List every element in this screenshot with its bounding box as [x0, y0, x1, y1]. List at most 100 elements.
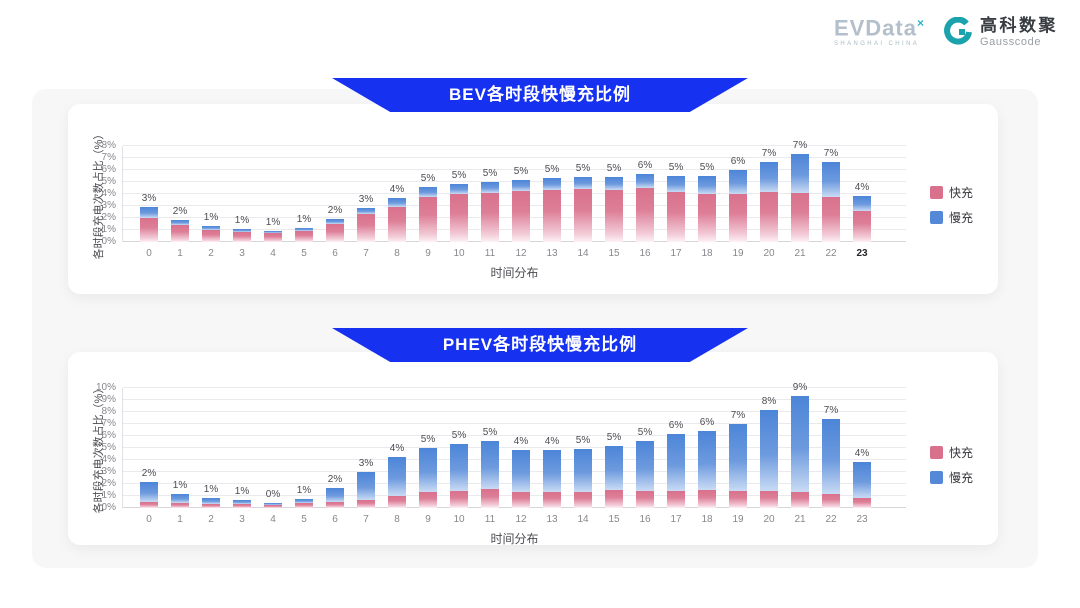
bar-hour-11[interactable]: [481, 182, 499, 242]
x-tick-label: 9: [425, 514, 431, 525]
bar-hour-23[interactable]: [853, 462, 871, 508]
bar-hour-22[interactable]: [822, 418, 840, 508]
evdata-x-mark: ×: [916, 15, 925, 30]
bar-hour-21[interactable]: [791, 154, 809, 242]
x-axis-ticks: 0 1 2 3 4 5 6 7 8 9 10 11 12 13 14 15 16 17 18 19 20 21 22 23: [123, 508, 906, 525]
legend-item-slow[interactable]: 慢充: [930, 209, 973, 226]
bar-hour-0[interactable]: [140, 207, 158, 242]
bar-hour-9[interactable]: [419, 187, 437, 242]
x-tick-label: 20: [763, 514, 775, 525]
bar-segment-fast: [295, 503, 313, 508]
bar-segment-slow: [481, 441, 499, 490]
y-tick-label: 10%: [95, 382, 116, 393]
bar-value-label: 1%: [265, 216, 281, 228]
bar-hour-2[interactable]: [202, 498, 220, 508]
bar-segment-slow: [295, 227, 313, 231]
bar-segment-fast: [729, 490, 747, 508]
x-tick-label: 17: [670, 248, 682, 259]
bar-hour-12[interactable]: [512, 180, 530, 242]
x-tick-label: 16: [639, 248, 651, 259]
bar-segment-slow: [729, 170, 747, 194]
bar-value-label: 4%: [389, 443, 405, 454]
bar-hour-7[interactable]: [357, 208, 375, 242]
y-tick-label: 7%: [101, 418, 116, 429]
gausscode-mark-icon: [943, 16, 973, 47]
gridline: [123, 435, 906, 436]
x-tick-label: 16: [639, 514, 651, 525]
legend-item-fast[interactable]: 快充: [930, 184, 973, 201]
bar-hour-5[interactable]: [295, 227, 313, 242]
y-tick-label: 9%: [101, 394, 116, 405]
bar-hour-15[interactable]: [605, 445, 623, 508]
bar-segment-slow: [264, 230, 282, 233]
x-tick-label: 8: [394, 248, 400, 259]
bar-hour-13[interactable]: [543, 450, 561, 508]
gridline: [123, 387, 906, 388]
bar-hour-8[interactable]: [388, 457, 406, 508]
bar-hour-0[interactable]: [140, 481, 158, 508]
bar-segment-slow: [667, 176, 685, 193]
bar-value-label: 5%: [420, 173, 436, 185]
bar-hour-23[interactable]: [853, 195, 871, 242]
bar-hour-22[interactable]: [822, 161, 840, 242]
bar-hour-5[interactable]: [295, 499, 313, 508]
plot-area-phev: 0 1 2 3 4 5 6 7 8 9 10 11 12 13 14 15 16 17 18 19 20 21 22 23 时…: [96, 382, 906, 546]
bar-hour-3[interactable]: [233, 500, 251, 508]
bar-hour-19[interactable]: [729, 424, 747, 508]
legend-item-fast[interactable]: 快充: [930, 444, 973, 461]
bar-hour-16[interactable]: [636, 440, 654, 508]
bar-hour-10[interactable]: [450, 444, 468, 508]
bar-hour-14[interactable]: [574, 448, 592, 508]
bar-hour-6[interactable]: [326, 487, 344, 508]
bar-segment-fast: [450, 490, 468, 508]
bar-hour-1[interactable]: [171, 493, 189, 508]
bar-segment-slow: [233, 500, 251, 505]
bar-value-label: 6%: [637, 160, 653, 172]
gausscode-logo: 高科数聚 Gausscode: [943, 16, 1058, 48]
bar-hour-17[interactable]: [667, 433, 685, 508]
bar-hour-20[interactable]: [760, 161, 778, 242]
bar-value-label: 1%: [172, 479, 188, 491]
legend-label: 快充: [949, 446, 974, 460]
bar-hour-20[interactable]: [760, 409, 778, 508]
bar-hour-17[interactable]: [667, 176, 685, 242]
gridline: [123, 399, 906, 400]
bar-hour-15[interactable]: [605, 176, 623, 242]
bar-value-label: 4%: [544, 436, 560, 448]
bar-segment-fast: [791, 492, 809, 508]
evdata-wordmark: EVData×: [833, 14, 925, 40]
bar-hour-12[interactable]: [512, 450, 530, 508]
bar-hour-10[interactable]: [450, 183, 468, 242]
bar-hour-6[interactable]: [326, 219, 344, 242]
x-tick-label: 2: [208, 248, 214, 259]
y-tick-label: 8%: [101, 140, 116, 151]
x-tick-label: 6: [332, 514, 338, 525]
bar-hour-8[interactable]: [388, 197, 406, 242]
bar-hour-16[interactable]: [636, 174, 654, 242]
bar-segment-fast: [264, 233, 282, 242]
bar-hour-18[interactable]: [698, 431, 716, 508]
bar-hour-19[interactable]: [729, 170, 747, 242]
bar-segment-slow: [481, 182, 499, 193]
bar-hour-4[interactable]: [264, 230, 282, 242]
bar-hour-1[interactable]: [171, 219, 189, 242]
bar-segment-fast: [636, 188, 654, 242]
bar-hour-3[interactable]: [233, 228, 251, 242]
bar-segment-fast: [760, 191, 778, 242]
bar-hour-2[interactable]: [202, 226, 220, 242]
bar-hour-14[interactable]: [574, 176, 592, 242]
bar-hour-7[interactable]: [357, 472, 375, 508]
bar-hour-13[interactable]: [543, 178, 561, 242]
bar-segment-fast: [233, 504, 251, 508]
x-tick-label: 23: [856, 514, 868, 525]
bar-hour-21[interactable]: [791, 396, 809, 508]
bar-segment-fast: [574, 491, 592, 508]
evdata-text: EVData: [833, 14, 917, 40]
legend-item-slow[interactable]: 慢充: [930, 469, 973, 486]
bar-hour-4[interactable]: [264, 502, 282, 508]
bar-hour-11[interactable]: [481, 441, 499, 508]
bar-value-label: 5%: [575, 434, 591, 446]
bar-hour-18[interactable]: [698, 176, 716, 242]
bar-segment-slow: [171, 219, 189, 226]
bar-hour-9[interactable]: [419, 448, 437, 508]
